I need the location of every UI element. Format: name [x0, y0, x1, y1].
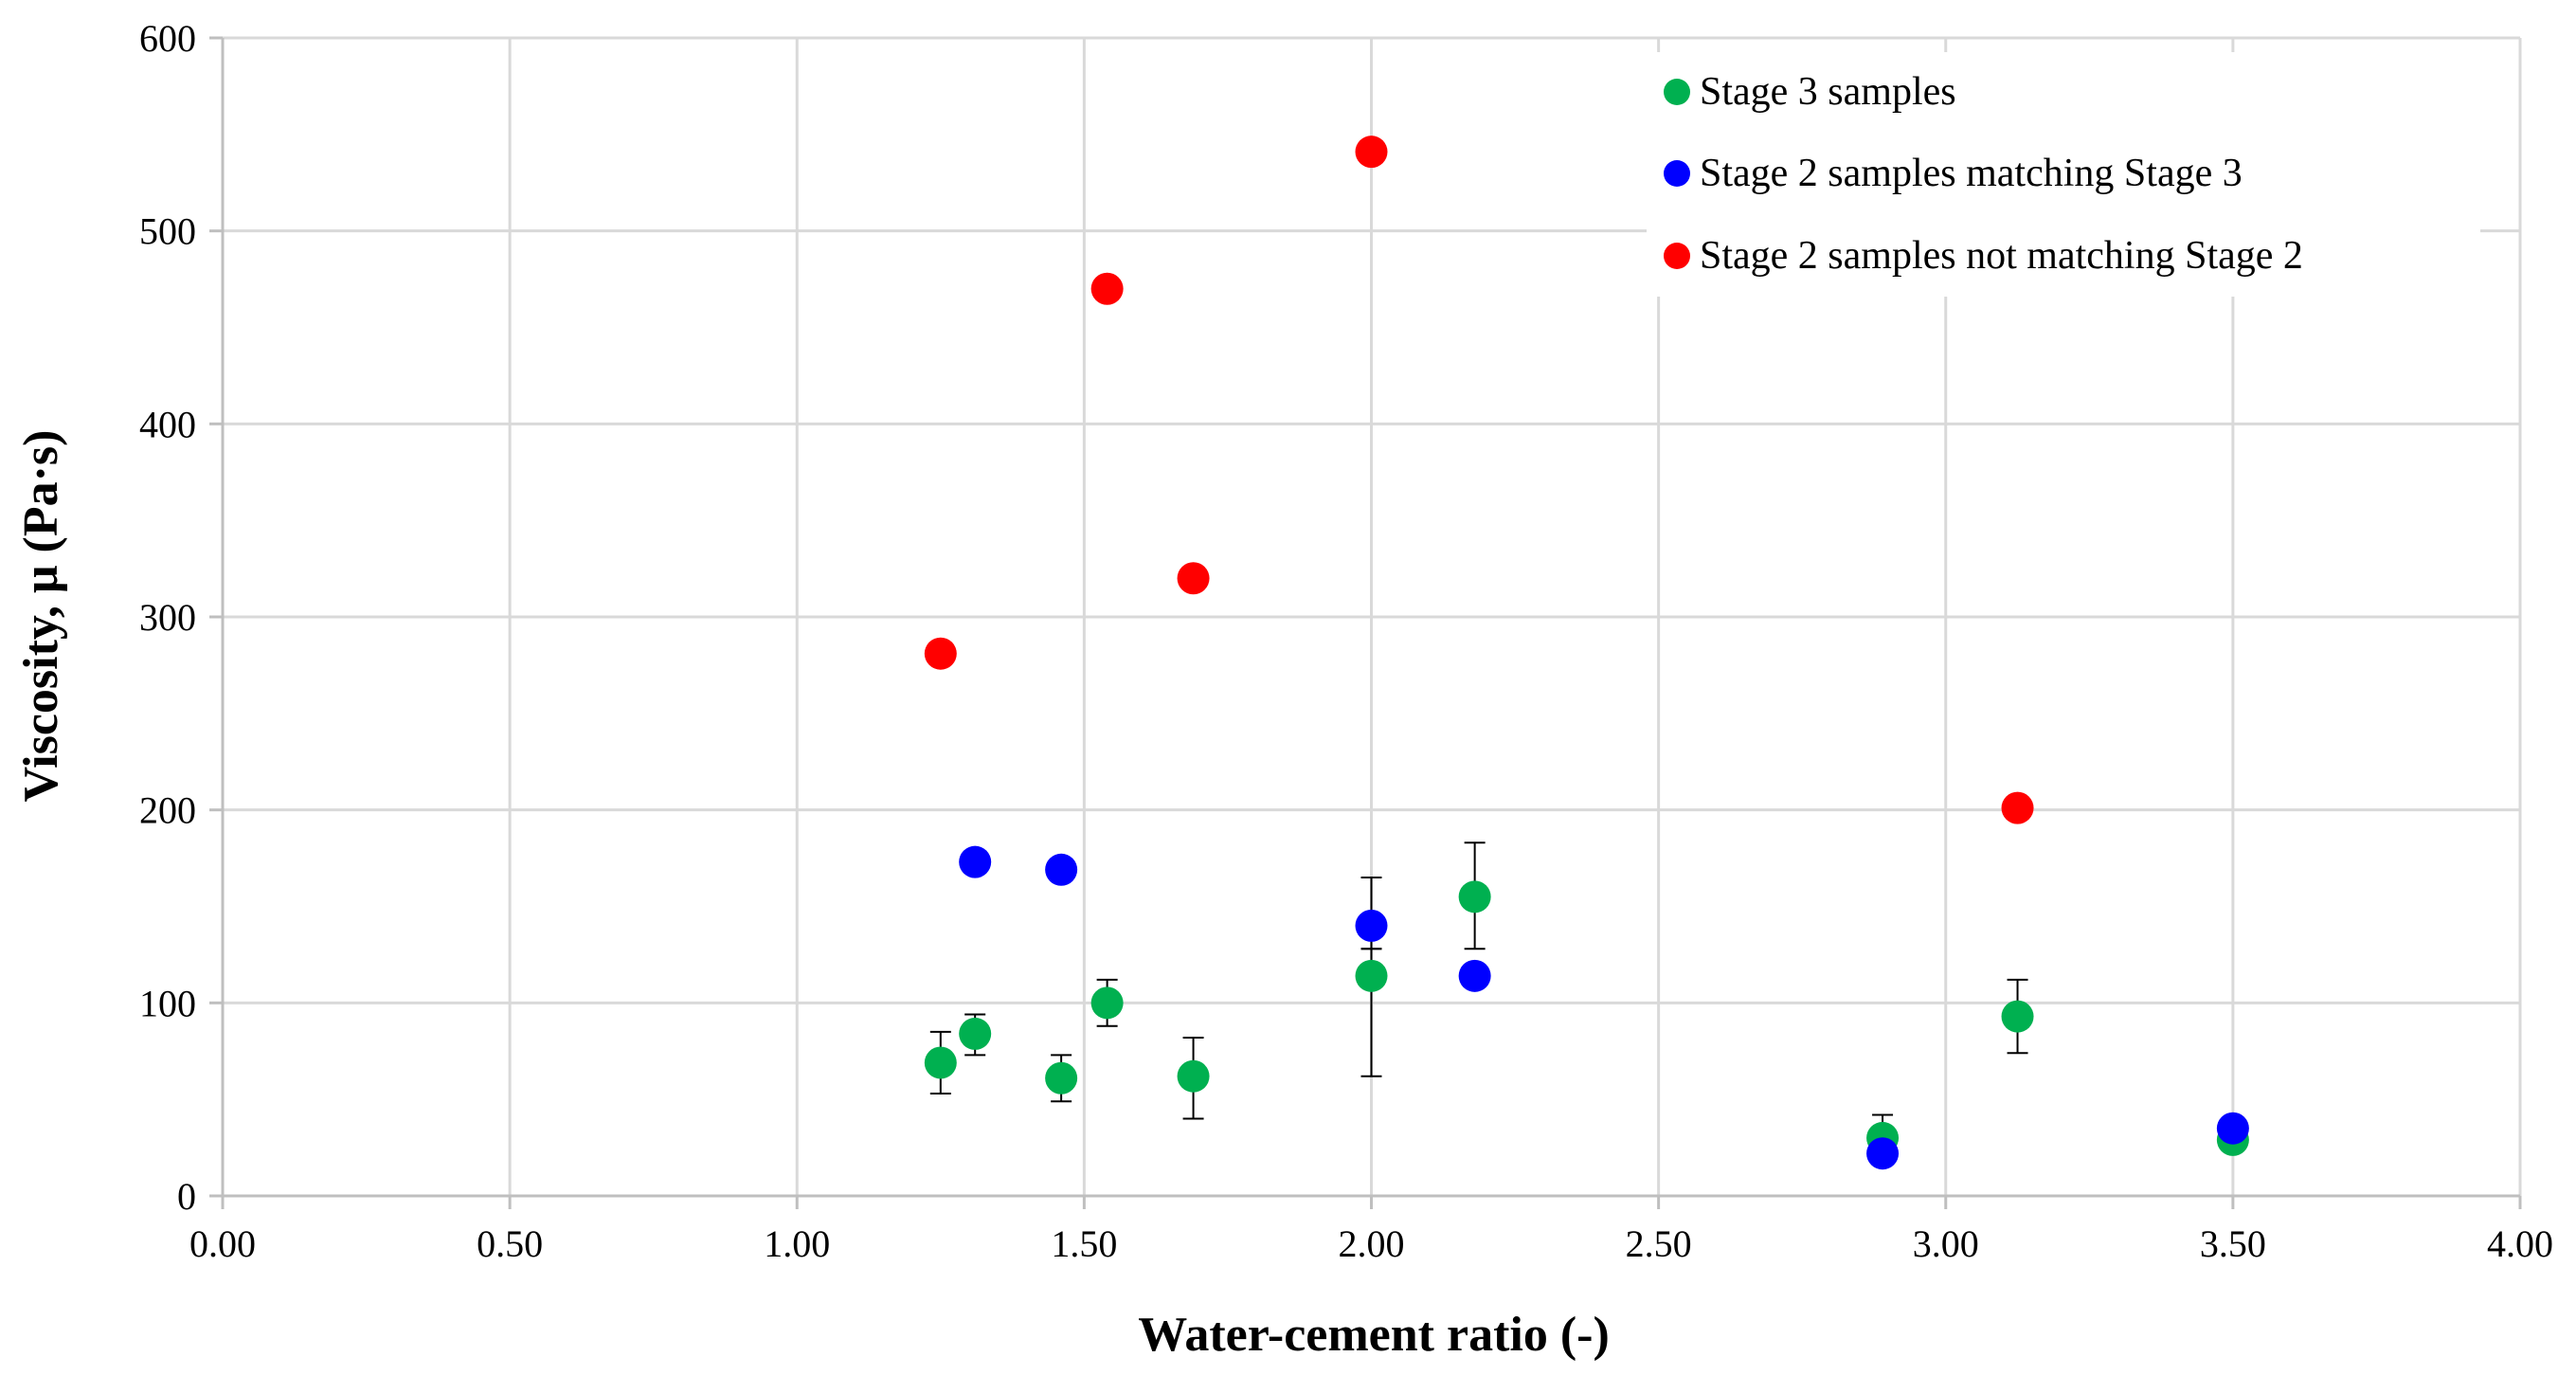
legend-background	[1647, 52, 2480, 297]
x-tick-label: 0.00	[189, 1222, 256, 1265]
y-axis-title: Viscosity, μ (Pa·s)	[14, 430, 68, 803]
stage3-point	[1045, 1061, 1078, 1095]
x-tick-label: 1.50	[1051, 1222, 1117, 1265]
legend-label-stage2-not-matching: Stage 2 samples not matching Stage 2	[1700, 234, 2303, 278]
legend-marker-stage3	[1664, 79, 1690, 105]
stage2-not-matching-point	[924, 637, 957, 670]
y-tick-label: 300	[139, 596, 196, 639]
x-tick-label: 3.50	[2200, 1222, 2266, 1265]
stage2-not-matching-point	[1177, 562, 1210, 595]
stage2-matching-point	[1045, 853, 1078, 886]
x-axis-title: Water-cement ratio (-)	[1138, 1308, 1610, 1362]
y-tick-label: 100	[139, 982, 196, 1024]
stage2-matching-point	[959, 845, 992, 878]
x-tick-label: 4.00	[2487, 1222, 2553, 1265]
legend-label-stage3: Stage 3 samples	[1700, 70, 1956, 114]
x-tick-label: 2.00	[1339, 1222, 1405, 1265]
stage2-matching-point	[1458, 959, 1491, 992]
stage3-point	[2001, 1000, 2034, 1033]
x-tick-label: 1.00	[764, 1222, 830, 1265]
legend-label-stage2-matching: Stage 2 samples matching Stage 3	[1700, 152, 2243, 195]
y-tick-label: 0	[177, 1175, 196, 1218]
y-tick-label: 400	[139, 403, 196, 445]
stage2-not-matching-point	[2001, 791, 2034, 824]
legend-marker-stage2-not-matching	[1664, 243, 1690, 269]
legend: Stage 3 samples Stage 2 samples matching…	[1647, 52, 2480, 297]
stage2-matching-point	[1355, 909, 1388, 942]
y-tick-label: 600	[139, 17, 196, 60]
stage3-point	[924, 1046, 957, 1079]
legend-marker-stage2-matching	[1664, 160, 1690, 187]
stage2-not-matching-point	[1090, 272, 1124, 305]
stage2-matching-point	[1866, 1137, 1900, 1170]
stage3-point	[1355, 959, 1388, 992]
stage3-point	[1458, 880, 1491, 914]
x-tick-label: 0.50	[477, 1222, 543, 1265]
x-tick-label: 3.00	[1913, 1222, 1979, 1265]
stage2-matching-point	[2216, 1112, 2249, 1145]
y-tick-labels: 0 100 200 300 400 500 600	[139, 17, 196, 1218]
stage3-point	[1177, 1059, 1210, 1093]
y-tick-label: 200	[139, 789, 196, 832]
y-tick-label: 500	[139, 210, 196, 253]
axes	[209, 36, 2522, 1209]
x-tick-labels: 0.00 0.50 1.00 1.50 2.00 2.50 3.00 3.50 4.00	[189, 1222, 2553, 1265]
gridlines	[223, 36, 2522, 1196]
stage3-point	[959, 1017, 992, 1050]
stage2-not-matching-point	[1355, 136, 1388, 169]
stage3-point	[1090, 986, 1124, 1020]
data-points	[924, 136, 2249, 1170]
x-tick-label: 2.50	[1626, 1222, 1692, 1265]
